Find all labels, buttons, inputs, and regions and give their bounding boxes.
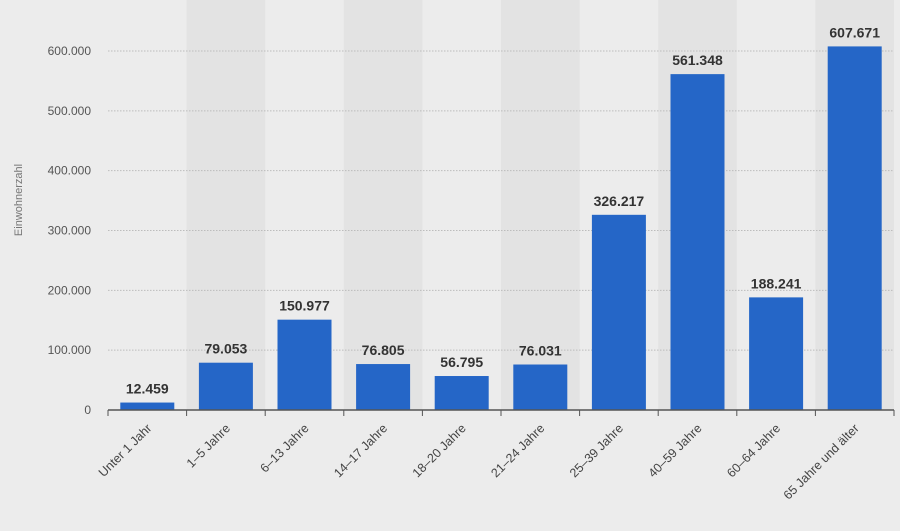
- y-tick-label: 500.000: [48, 104, 92, 118]
- bar: [356, 364, 411, 410]
- bar: [198, 362, 253, 410]
- bar: [591, 214, 646, 410]
- value-label: 188.241: [751, 275, 802, 291]
- bar: [670, 74, 725, 411]
- y-axis-title: Einwohnerzahl: [13, 164, 25, 236]
- category-band: [186, 0, 266, 410]
- category-label: 18–20 Jahre: [410, 421, 469, 480]
- value-label: 56.795: [440, 354, 483, 370]
- y-tick-label: 600.000: [48, 44, 92, 58]
- category-labels: Unter 1 Jahr 1–5 Jahre 6–13 Jahre 14–17 Jah…: [96, 421, 862, 502]
- bar: [120, 402, 175, 410]
- category-band: [343, 0, 423, 410]
- x-axis: [107, 409, 895, 416]
- y-axis-ticks: 0 100.000 200.000 300.000 400.000 500.000 600.…: [48, 44, 92, 417]
- category-label: 60–64 Jahre: [724, 421, 783, 480]
- value-label: 79.053: [204, 341, 247, 357]
- bar: [434, 376, 489, 410]
- y-tick-label: 0: [84, 403, 91, 417]
- value-label: 150.977: [279, 298, 330, 314]
- y-tick-label: 200.000: [48, 283, 92, 297]
- category-label: 25–39 Jahre: [567, 421, 626, 480]
- category-band: [501, 0, 580, 410]
- value-label: 12.459: [126, 381, 169, 397]
- category-label: 6–13 Jahre: [257, 421, 311, 475]
- category-label: 21–24 Jahre: [488, 421, 547, 480]
- value-label: 326.217: [594, 193, 645, 209]
- category-label: 65 Jahre und älter: [781, 421, 862, 502]
- bar: [277, 319, 332, 410]
- value-labels: 12.459 79.053 150.977 76.805 56.795 76.031 326…: [126, 24, 880, 396]
- value-label: 76.805: [362, 342, 405, 358]
- y-tick-label: 300.000: [48, 224, 92, 238]
- value-label: 76.031: [519, 343, 562, 359]
- category-label: 14–17 Jahre: [331, 421, 390, 480]
- bars: [120, 46, 882, 411]
- bar: [513, 364, 568, 410]
- value-label: 561.348: [672, 52, 723, 68]
- y-tick-label: 100.000: [48, 343, 92, 357]
- bar: [749, 297, 804, 410]
- y-tick-label: 400.000: [48, 164, 92, 178]
- category-label: Unter 1 Jahr: [96, 421, 155, 480]
- bar: [827, 46, 882, 410]
- category-label: 40–59 Jahre: [646, 421, 705, 480]
- value-label: 607.671: [829, 24, 880, 40]
- category-label: 1–5 Jahre: [184, 421, 233, 470]
